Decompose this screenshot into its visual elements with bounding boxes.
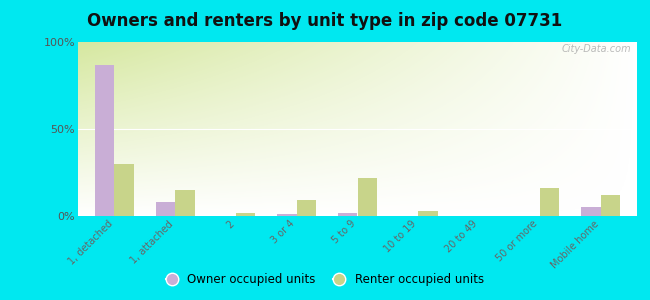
Bar bbox=[278, 214, 297, 216]
Bar bbox=[236, 212, 255, 216]
Bar bbox=[540, 188, 559, 216]
Legend: Owner occupied units, Renter occupied units: Owner occupied units, Renter occupied un… bbox=[161, 269, 489, 291]
Bar bbox=[581, 207, 601, 216]
Text: City-Data.com: City-Data.com bbox=[562, 44, 631, 54]
Bar bbox=[601, 195, 620, 216]
Bar bbox=[338, 212, 358, 216]
Bar bbox=[358, 178, 377, 216]
Bar bbox=[418, 211, 437, 216]
Bar bbox=[176, 190, 194, 216]
Bar bbox=[297, 200, 316, 216]
Text: Owners and renters by unit type in zip code 07731: Owners and renters by unit type in zip c… bbox=[87, 12, 563, 30]
Bar bbox=[114, 164, 134, 216]
Bar bbox=[156, 202, 176, 216]
Bar bbox=[95, 64, 114, 216]
